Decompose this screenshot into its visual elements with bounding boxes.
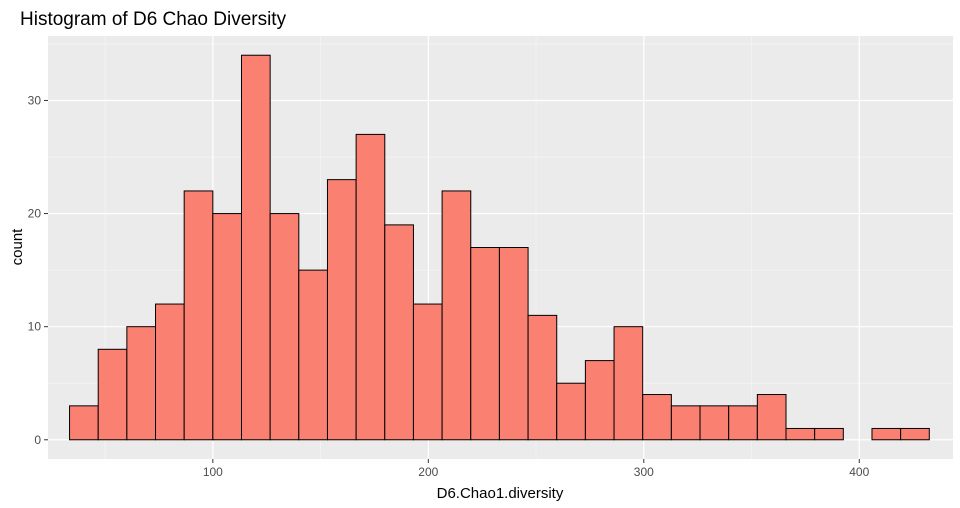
x-tick-label: 100 xyxy=(203,465,223,479)
histogram-bar xyxy=(298,269,328,441)
histogram-bars xyxy=(69,54,930,441)
y-tick-label: 20 xyxy=(28,207,42,221)
histogram-bar xyxy=(756,394,787,441)
histogram-bar xyxy=(613,326,644,441)
histogram-bar xyxy=(212,213,242,441)
histogram-bar xyxy=(527,314,558,441)
histogram-bar xyxy=(785,427,816,441)
histogram-bar xyxy=(470,247,500,441)
x-tick-label: 200 xyxy=(418,465,438,479)
histogram-bar xyxy=(326,179,357,441)
histogram-bar xyxy=(69,405,99,441)
histogram-bar xyxy=(556,382,586,441)
histogram-bar xyxy=(355,133,386,441)
histogram-bar xyxy=(871,427,902,441)
y-axis-title: count xyxy=(9,228,26,266)
histogram-bar xyxy=(384,224,414,441)
x-tick-label: 400 xyxy=(849,465,869,479)
histogram-bar xyxy=(126,326,157,441)
histogram-bar xyxy=(240,54,271,441)
histogram-bar xyxy=(412,303,443,441)
histogram-bar xyxy=(728,405,758,441)
histogram-bar xyxy=(183,190,214,441)
histogram-bar xyxy=(699,405,730,441)
y-tick-label: 30 xyxy=(28,93,42,107)
y-tick-label: 0 xyxy=(34,433,41,447)
histogram-bar xyxy=(441,190,472,441)
y-axis: 0 10 20 30 xyxy=(28,93,48,447)
histogram-bar xyxy=(97,348,128,441)
histogram-bar xyxy=(900,427,930,441)
chart-title: Histogram of D6 Chao Diversity xyxy=(20,9,287,30)
histogram-bar xyxy=(584,360,615,441)
x-tick-label: 300 xyxy=(634,465,654,479)
x-axis: 100 200 300 400 xyxy=(203,459,870,479)
y-tick-label: 10 xyxy=(28,320,42,334)
x-axis-title: D6.Chao1.diversity xyxy=(437,485,564,502)
histogram-bar xyxy=(814,427,844,441)
histogram-bar xyxy=(155,303,185,441)
histogram-bar xyxy=(269,213,300,441)
histogram-bar xyxy=(498,247,529,441)
histogram-bar xyxy=(642,394,672,441)
histogram-bar xyxy=(670,405,701,441)
